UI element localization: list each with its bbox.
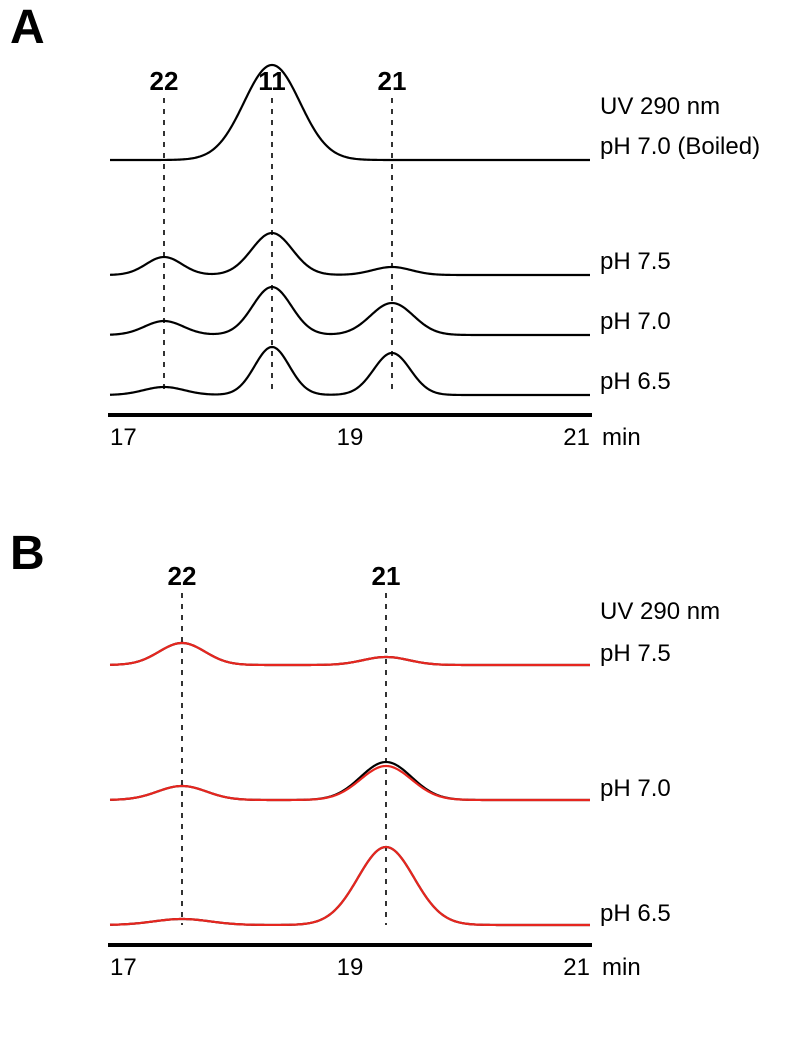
axis-tick-label: 19 — [337, 424, 364, 451]
chart-a: 221121pH 7.0 (Boiled)pH 7.5pH 7.0pH 6.5U… — [40, 10, 800, 485]
peak-marker-label: 22 — [168, 561, 197, 591]
panel-a: 221121pH 7.0 (Boiled)pH 7.5pH 7.0pH 6.5U… — [40, 10, 800, 485]
axis-tick-label: 21 — [563, 954, 590, 981]
peak-marker-label: 21 — [378, 66, 407, 96]
axis-unit: min — [602, 954, 641, 981]
trace-label: pH 7.0 — [600, 775, 671, 802]
trace-label: pH 7.5 — [600, 248, 671, 275]
trace-label: pH 7.5 — [600, 640, 671, 667]
trace-label: pH 6.5 — [600, 900, 671, 927]
figure: A 221121pH 7.0 (Boiled)pH 7.5pH 7.0pH 6.… — [0, 0, 800, 1047]
peak-marker-label: 22 — [150, 66, 179, 96]
trace-line — [110, 287, 590, 335]
axis-tick-label: 19 — [337, 954, 364, 981]
trace-line — [110, 233, 590, 275]
chart-b: 22 21 pH 7.5 pH 7.0 pH 6.5 UV 290 nm 17 19 21 min — [40, 545, 800, 1035]
trace-line — [110, 347, 590, 395]
trace-label: pH 7.0 — [600, 308, 671, 335]
detector-label: UV 290 nm — [600, 598, 720, 625]
trace-label: pH 7.0 (Boiled) — [600, 133, 760, 160]
axis-tick-label: 17 — [110, 424, 137, 451]
axis-tick-label: 17 — [110, 954, 137, 981]
axis-tick-label: 21 — [563, 424, 590, 451]
trace-line — [110, 65, 590, 160]
peak-marker-label: 21 — [372, 561, 401, 591]
axis-unit: min — [602, 424, 641, 451]
panel-b: 22 21 pH 7.5 pH 7.0 pH 6.5 UV 290 nm 17 19 21 min — [40, 545, 800, 1035]
detector-label: UV 290 nm — [600, 93, 720, 120]
trace-label: pH 6.5 — [600, 368, 671, 395]
